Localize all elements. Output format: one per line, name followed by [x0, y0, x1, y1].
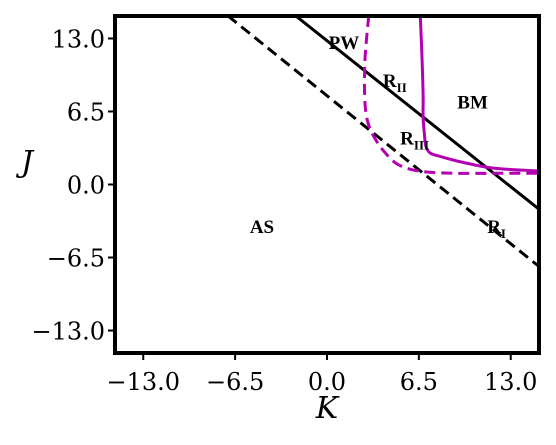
region-label-as: AS — [250, 217, 274, 238]
magenta-solid-boundary-line — [418, 16, 539, 173]
x-tick-label: 0.0 — [308, 368, 346, 396]
region-label-bm: BM — [457, 92, 488, 113]
magenta-dashed-boundary-line — [363, 16, 539, 175]
tick-layer: −13.0 −6.5 0.0 6.5 13.0 −13.0 −6.5 0.0 6.5 13.0 — [31, 25, 537, 396]
plot-frame — [113, 14, 541, 355]
region-label-r2: RII — [383, 71, 407, 95]
x-tick-label: −6.5 — [206, 368, 264, 396]
y-tick-label: −13.0 — [31, 318, 105, 346]
y-tick-label: 0.0 — [67, 172, 105, 200]
region-label-r1: RI — [487, 217, 506, 241]
black-solid-boundary-line — [294, 16, 539, 211]
region-label-pw: PW — [329, 33, 360, 54]
y-axis-title: J — [15, 145, 35, 180]
y-tick-label: 13.0 — [52, 25, 105, 53]
x-tick-label: 6.5 — [400, 368, 438, 396]
y-tick-label: 6.5 — [67, 98, 105, 126]
series-layer — [227, 16, 539, 268]
x-tick-label: 13.0 — [484, 368, 537, 396]
x-axis-title: K — [315, 391, 340, 426]
y-tick-label: −6.5 — [47, 245, 105, 273]
x-tick-label: −13.0 — [106, 368, 180, 396]
black-dashed-boundary-line — [227, 16, 539, 268]
